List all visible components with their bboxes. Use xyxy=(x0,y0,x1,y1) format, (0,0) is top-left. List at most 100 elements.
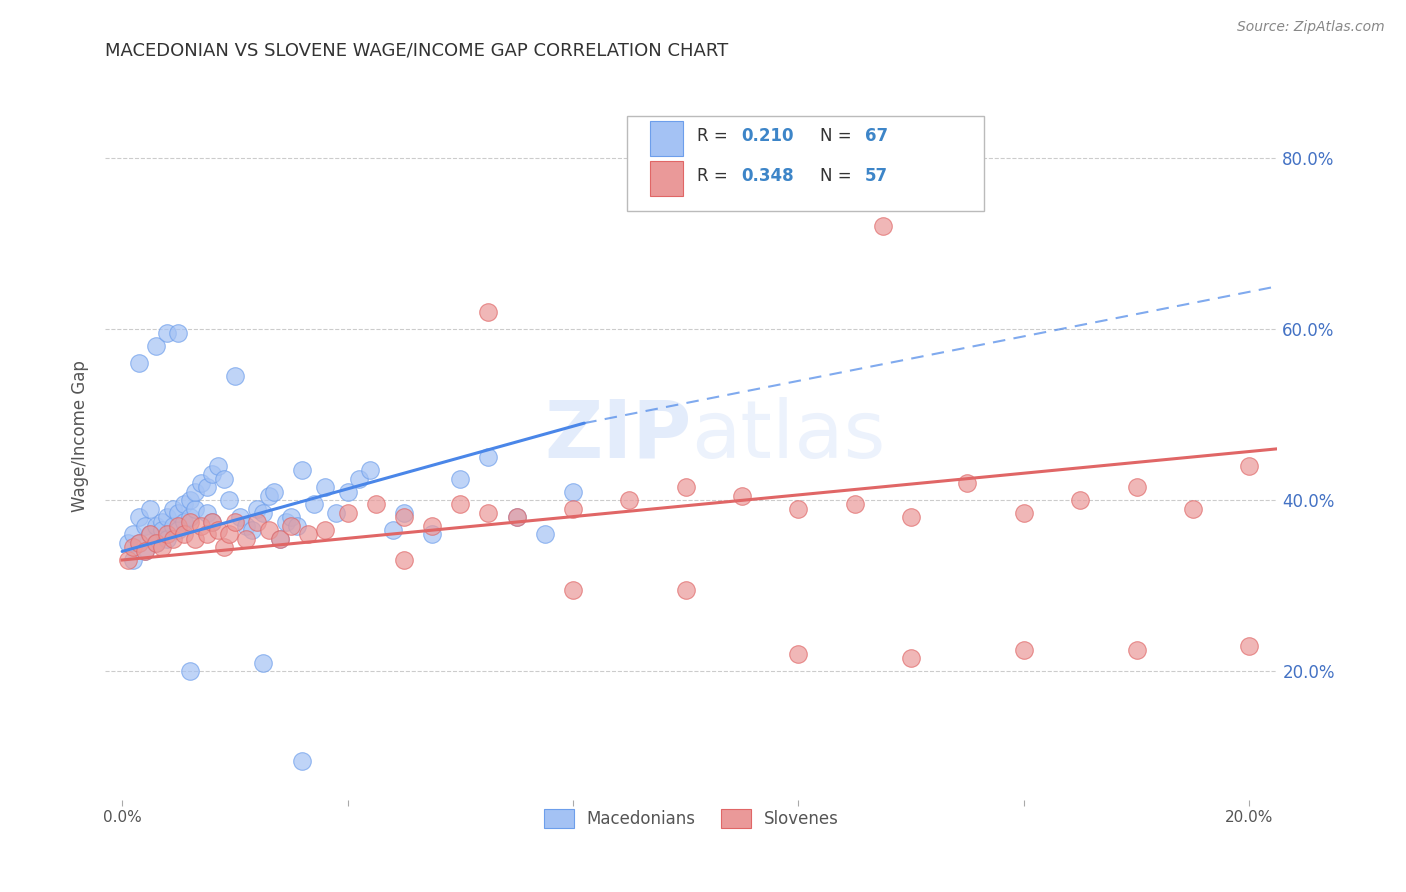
Point xyxy=(325,506,347,520)
Point xyxy=(190,476,212,491)
Point xyxy=(150,540,173,554)
Point xyxy=(844,497,866,511)
Point xyxy=(280,510,302,524)
Point xyxy=(477,305,499,319)
Point xyxy=(257,489,280,503)
Point xyxy=(145,536,167,550)
Point xyxy=(179,515,201,529)
Text: 0.210: 0.210 xyxy=(742,127,794,145)
Point xyxy=(212,540,235,554)
Point xyxy=(562,582,585,597)
Point xyxy=(392,553,415,567)
Point xyxy=(195,480,218,494)
Point xyxy=(1012,506,1035,520)
Point xyxy=(420,518,443,533)
Point xyxy=(675,480,697,494)
Point xyxy=(1012,643,1035,657)
Text: N =: N = xyxy=(820,167,858,185)
Point xyxy=(675,582,697,597)
Point xyxy=(190,518,212,533)
Point xyxy=(562,501,585,516)
Point xyxy=(224,515,246,529)
Point xyxy=(179,493,201,508)
Text: R =: R = xyxy=(697,167,733,185)
Point xyxy=(162,532,184,546)
FancyBboxPatch shape xyxy=(627,116,984,211)
Text: N =: N = xyxy=(820,127,858,145)
Point xyxy=(184,501,207,516)
Point xyxy=(156,326,179,341)
Point xyxy=(179,510,201,524)
Point xyxy=(392,506,415,520)
Point xyxy=(449,472,471,486)
Text: Source: ZipAtlas.com: Source: ZipAtlas.com xyxy=(1237,20,1385,34)
Point xyxy=(257,523,280,537)
Point xyxy=(314,480,336,494)
Point xyxy=(359,463,381,477)
Point xyxy=(145,536,167,550)
Point xyxy=(336,484,359,499)
Point xyxy=(134,544,156,558)
Point xyxy=(364,497,387,511)
Point xyxy=(139,527,162,541)
Point xyxy=(218,493,240,508)
Point xyxy=(274,515,297,529)
Point xyxy=(263,484,285,499)
Point xyxy=(420,527,443,541)
Point xyxy=(122,540,145,554)
Point xyxy=(252,656,274,670)
Point xyxy=(533,527,555,541)
Point xyxy=(787,647,810,661)
Point xyxy=(173,497,195,511)
Point xyxy=(314,523,336,537)
Text: ZIP: ZIP xyxy=(544,397,692,475)
Point xyxy=(173,527,195,541)
Point xyxy=(1125,480,1147,494)
Point xyxy=(162,501,184,516)
Point xyxy=(229,510,252,524)
Point xyxy=(128,536,150,550)
Point xyxy=(156,527,179,541)
Point xyxy=(1125,643,1147,657)
Point xyxy=(224,369,246,384)
Point xyxy=(297,527,319,541)
Point xyxy=(269,532,291,546)
Point xyxy=(167,523,190,537)
Point xyxy=(477,506,499,520)
Text: 0.348: 0.348 xyxy=(742,167,794,185)
Point xyxy=(381,523,404,537)
Point xyxy=(240,523,263,537)
Point xyxy=(167,326,190,341)
Point xyxy=(139,527,162,541)
Point xyxy=(184,484,207,499)
Text: 67: 67 xyxy=(865,127,889,145)
Point xyxy=(280,518,302,533)
Point xyxy=(900,651,922,665)
Point xyxy=(150,523,173,537)
Point xyxy=(336,506,359,520)
Point xyxy=(291,754,314,768)
Point xyxy=(195,527,218,541)
Text: MACEDONIAN VS SLOVENE WAGE/INCOME GAP CORRELATION CHART: MACEDONIAN VS SLOVENE WAGE/INCOME GAP CO… xyxy=(105,42,728,60)
Point xyxy=(505,510,527,524)
Point xyxy=(235,532,257,546)
Point xyxy=(145,518,167,533)
Point xyxy=(787,501,810,516)
Point xyxy=(145,339,167,353)
Point xyxy=(1181,501,1204,516)
Point xyxy=(167,518,190,533)
Point xyxy=(150,515,173,529)
Text: atlas: atlas xyxy=(692,397,886,475)
Point xyxy=(218,527,240,541)
Point xyxy=(1069,493,1091,508)
Point xyxy=(269,532,291,546)
Point xyxy=(179,664,201,678)
Point xyxy=(872,219,894,234)
Point xyxy=(505,510,527,524)
Point xyxy=(731,489,754,503)
Point xyxy=(900,510,922,524)
Point xyxy=(347,472,370,486)
Y-axis label: Wage/Income Gap: Wage/Income Gap xyxy=(72,360,89,512)
Point xyxy=(117,536,139,550)
Point xyxy=(246,515,269,529)
